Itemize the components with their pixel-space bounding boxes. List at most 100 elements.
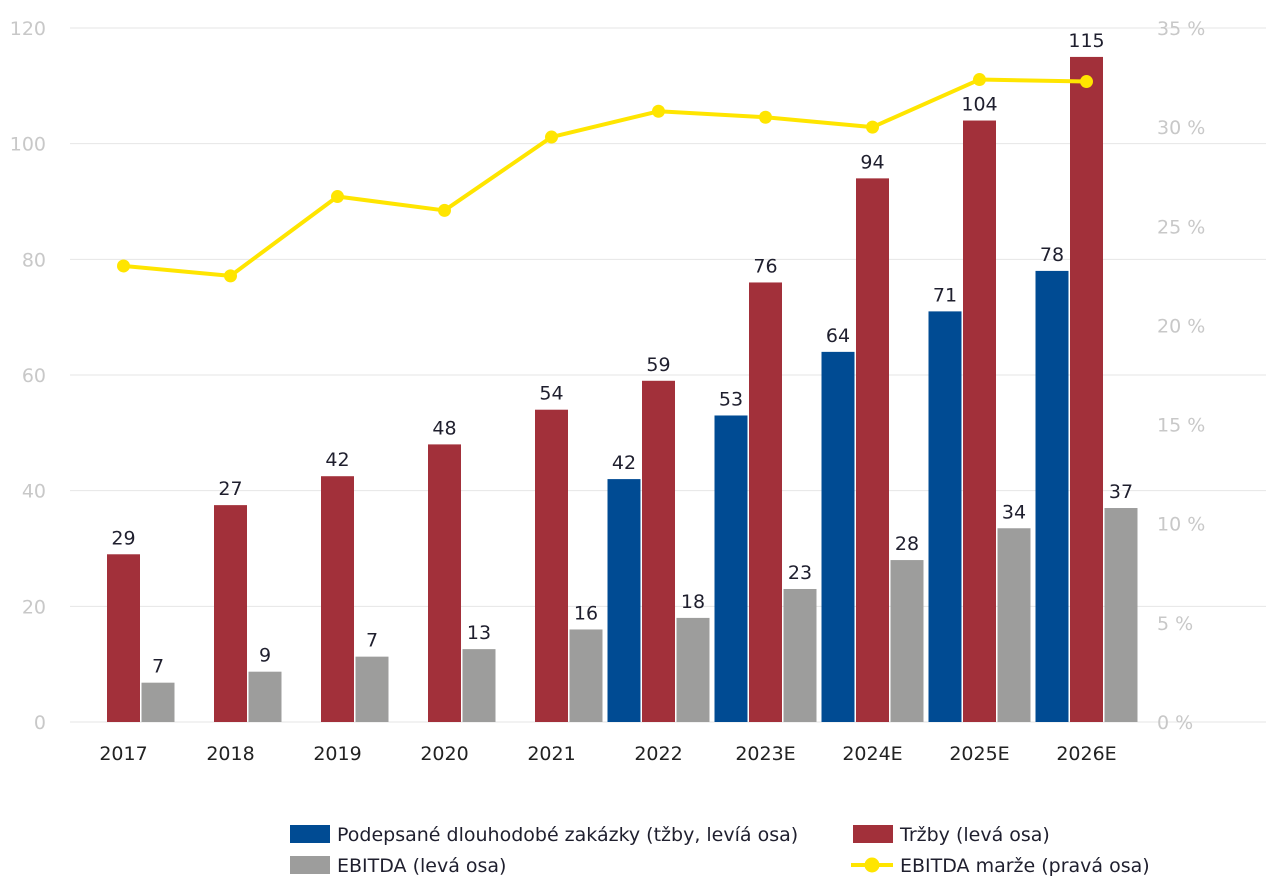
x-axis-tick-label: 2023E <box>735 743 795 765</box>
x-axis-tick-label: 2021 <box>527 743 575 765</box>
data-label: 28 <box>895 533 919 555</box>
bar <box>462 649 496 722</box>
bar <box>928 311 962 722</box>
bar <box>676 617 710 722</box>
legend-swatch <box>290 856 330 874</box>
left-axis-tick-label: 80 <box>22 249 46 271</box>
right-axis-ticks: 0 % 5 % 10 % 15 % 20 % 25 % 30 % 35 % <box>1157 18 1205 734</box>
line-point <box>652 104 665 118</box>
bar <box>535 409 568 722</box>
left-axis-tick-label: 20 <box>22 596 46 618</box>
legend-marker <box>864 857 880 873</box>
left-axis-ticks: 0 20 40 60 80 100 120 <box>10 18 46 734</box>
right-axis-tick-label: 5 % <box>1157 613 1193 635</box>
data-label: 9 <box>259 645 271 667</box>
bars <box>107 56 1138 723</box>
right-axis-tick-label: 15 % <box>1157 415 1205 437</box>
right-axis-tick-label: 0 % <box>1157 712 1193 734</box>
line-path <box>123 77 1087 278</box>
line-point <box>1080 75 1093 89</box>
bar <box>821 351 855 722</box>
data-label: 115 <box>1068 30 1104 52</box>
data-label: 53 <box>719 388 743 410</box>
bar <box>856 178 889 722</box>
legend-swatch <box>290 825 330 843</box>
data-label: 64 <box>826 325 850 347</box>
data-label: 23 <box>788 562 812 584</box>
data-label: 78 <box>1040 244 1064 266</box>
left-axis-tick-label: 0 <box>34 712 46 734</box>
data-label: 54 <box>539 383 563 405</box>
bar <box>607 479 641 722</box>
data-label: 104 <box>961 94 997 116</box>
line-point <box>331 190 344 204</box>
data-label: 71 <box>933 284 957 306</box>
bar <box>783 588 817 722</box>
data-label: 16 <box>574 602 598 624</box>
line-point <box>545 130 558 144</box>
bar <box>355 656 389 722</box>
left-axis-tick-label: 100 <box>10 134 46 156</box>
data-label: 27 <box>218 478 242 500</box>
x-axis-tick-label: 2026E <box>1056 743 1116 765</box>
bar <box>963 120 996 723</box>
bar <box>141 682 175 722</box>
data-label: 42 <box>612 452 636 474</box>
x-axis-tick-label: 2018 <box>206 743 254 765</box>
data-label: 18 <box>681 591 705 613</box>
data-labels: 42 53 64 71 78 29 27 42 48 54 59 76 94 104 115 7 9 7 13 16 1… <box>111 30 1133 678</box>
bar <box>214 505 247 722</box>
right-axis-tick-label: 10 % <box>1157 514 1205 536</box>
right-axis-tick-label: 35 % <box>1157 18 1205 40</box>
left-axis-tick-label: 40 <box>22 481 46 503</box>
legend-entry-label: EBITDA marže (pravá osa) <box>900 855 1150 877</box>
line-series <box>117 73 1093 283</box>
bar <box>890 560 924 722</box>
data-label: 34 <box>1002 501 1026 523</box>
line-point <box>973 73 986 87</box>
legend-entry-label: Podepsané dlouhodobé zakázky (tžby, leví… <box>337 824 798 846</box>
bar <box>321 476 354 722</box>
data-label: 94 <box>860 151 884 173</box>
legend-entry-label: EBITDA (levá osa) <box>337 855 506 877</box>
data-label: 13 <box>467 622 491 644</box>
line-point <box>224 269 237 283</box>
bar <box>642 380 675 722</box>
data-label: 37 <box>1109 481 1133 503</box>
bar <box>1104 508 1138 722</box>
x-axis-tick-label: 2017 <box>99 743 147 765</box>
data-label: 7 <box>152 656 164 678</box>
line-point <box>117 259 130 273</box>
x-axis-tick-label: 2022 <box>634 743 682 765</box>
right-axis-tick-label: 30 % <box>1157 117 1205 139</box>
bar <box>714 415 748 722</box>
bar <box>248 671 282 722</box>
bar <box>1070 56 1103 722</box>
data-label: 42 <box>325 449 349 471</box>
x-axis-tick-label: 2019 <box>313 743 361 765</box>
x-axis-ticks: 2017 2018 2019 2020 2021 2022 2023E 2024E 2025E 2… <box>99 743 1116 765</box>
bar <box>1035 270 1069 722</box>
line-point <box>866 120 879 134</box>
line-point <box>759 110 772 124</box>
bar <box>107 554 140 722</box>
x-axis-tick-label: 2024E <box>842 743 902 765</box>
bar <box>428 444 461 722</box>
data-label: 48 <box>432 417 456 439</box>
right-axis-tick-label: 20 % <box>1157 315 1205 337</box>
x-axis-tick-label: 2025E <box>949 743 1009 765</box>
data-label: 59 <box>646 354 670 376</box>
left-axis-tick-label: 120 <box>10 18 46 40</box>
bar <box>997 528 1031 722</box>
left-axis-tick-label: 60 <box>22 365 46 387</box>
bar <box>749 282 782 722</box>
legend: Podepsané dlouhodobé zakázky (tžby, leví… <box>290 824 1150 877</box>
data-label: 76 <box>753 255 777 277</box>
data-label: 29 <box>111 527 135 549</box>
right-axis-tick-label: 25 % <box>1157 216 1205 238</box>
legend-entry-label: Tržby (levá osa) <box>899 824 1050 846</box>
x-axis-tick-label: 2020 <box>420 743 468 765</box>
legend-swatch <box>853 825 893 843</box>
bar <box>569 629 603 722</box>
